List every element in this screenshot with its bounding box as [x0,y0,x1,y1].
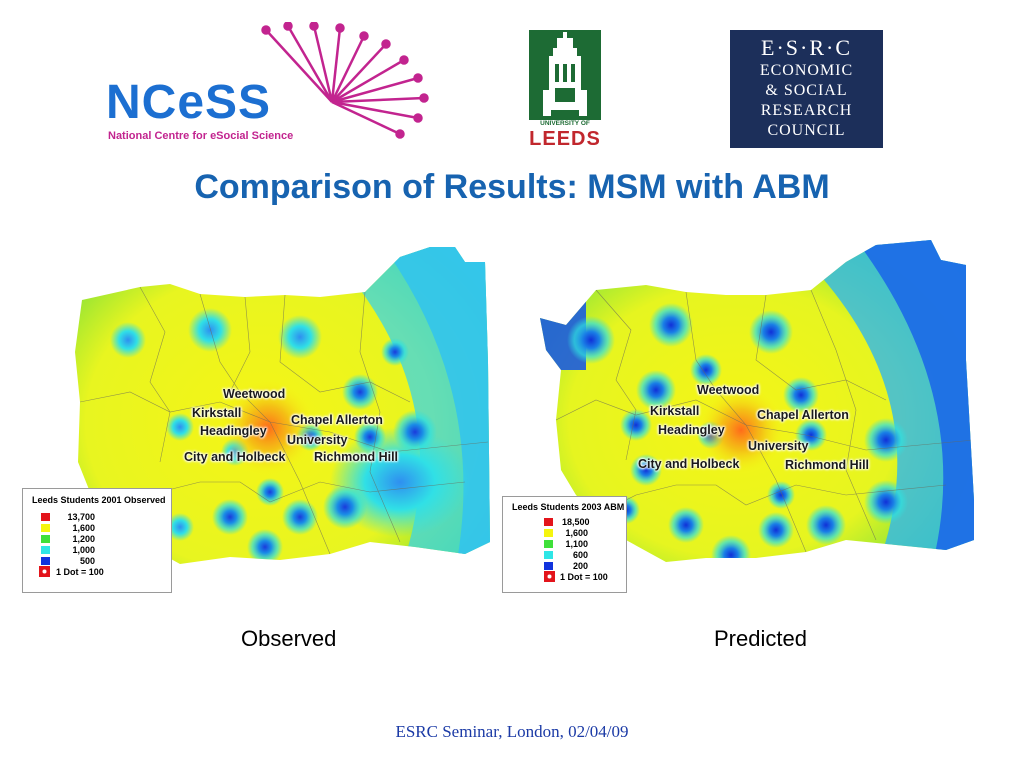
esrc-line2: ECONOMIC [759,62,854,79]
legend-value: 500 [79,555,95,566]
legend-row: 18,500 [544,516,626,527]
observed-map: Weetwood Kirkstall Chapel Allerton Headi… [70,242,490,602]
place-label-kirkstall: Kirkstall [650,404,700,418]
esrc-line4: RESEARCH [760,102,853,119]
ncess-subtitle: National Centre for eSocial Science [108,130,294,142]
legend-dot-label: 1 Dot = 100 [560,571,608,582]
esrc-line5: COUNCIL [767,122,846,139]
place-label-richmond-hill: Richmond Hill [785,458,870,472]
legend-value: 1,000 [72,544,95,555]
legend-swatch [41,512,50,521]
ncess-logo: NCeSS National Centre for eSocial Scienc… [100,21,430,150]
legend-dot-label: 1 Dot = 100 [56,566,104,577]
legend-row: 1,100 [544,538,626,549]
legend-value: 13,700 [67,511,95,522]
place-label-chapel-allerton: Chapel Allerton [757,408,849,422]
dot-symbol-icon [39,566,50,577]
legend-swatch [544,539,553,548]
legend-title: Leeds Students 2003 ABM [512,502,625,512]
legend-swatch [41,556,50,565]
legend-dot-row: 1 Dot = 100 [39,566,171,577]
observed-legend: Leeds Students 2001 Observed 13,700 1,60… [22,488,172,593]
place-label-university: University [748,439,809,453]
place-label-headingley: Headingley [658,423,725,437]
legend-value: 1,600 [565,527,588,538]
legend-swatch [544,550,553,559]
observed-surface-map [75,247,490,564]
ncess-wordmark: NCeSS [106,76,272,129]
legend-row: 1,600 [41,522,171,533]
legend-value: 1,600 [72,522,95,533]
place-label-city-holbeck: City and Holbeck [638,457,740,471]
legend-value: 200 [572,560,588,571]
legend-row: 200 [544,560,626,571]
esrc-logo: E·S·R·C ECONOMIC & SOCIAL RESEARCH COUNC… [730,30,883,148]
leeds-logo: UNIVERSITY OF LEEDS [529,30,601,151]
predicted-legend: Leeds Students 2003 ABM 18,500 1,600 1,1… [502,496,627,593]
legend-value: 18,500 [562,516,590,527]
legend-value: 1,200 [72,533,95,544]
caption-predicted: Predicted [714,626,807,651]
leeds-line1: UNIVERSITY OF [540,120,590,127]
slide-title: Comparison of Results: MSM with ABM [194,168,830,206]
leeds-tower-icon [529,32,601,151]
legend-value: 1,100 [565,538,588,549]
legend-row: 1,600 [544,527,626,538]
leeds-line2: LEEDS [529,128,601,150]
legend-title: Leeds Students 2001 Observed [32,495,166,505]
place-label-university: University [287,433,348,447]
place-label-weetwood: Weetwood [223,387,286,401]
legend-swatch [544,561,553,570]
slide-footer: ESRC Seminar, London, 02/04/09 [395,722,629,741]
legend-row: 500 [41,555,171,566]
legend-swatch [41,523,50,532]
legend-swatch [544,528,553,537]
legend-row: 13,700 [41,511,171,522]
place-label-chapel-allerton: Chapel Allerton [291,413,383,427]
esrc-line3: & SOCIAL [765,82,848,99]
legend-row: 1,200 [41,533,171,544]
legend-value: 600 [572,549,588,560]
legend-row: 1,000 [41,544,171,555]
legend-swatch [41,545,50,554]
legend-row: 600 [544,549,626,560]
place-label-weetwood: Weetwood [697,383,760,397]
place-label-kirkstall: Kirkstall [192,406,242,420]
place-label-city-holbeck: City and Holbeck [184,450,286,464]
legend-swatch [544,517,553,526]
place-label-headingley: Headingley [200,424,267,438]
legend-dot-row: 1 Dot = 100 [544,571,626,582]
place-label-richmond-hill: Richmond Hill [314,450,399,464]
esrc-line1: E·S·R·C [761,35,852,60]
ncess-starburst-icon [261,21,429,139]
caption-observed: Observed [241,626,337,651]
legend-swatch [41,534,50,543]
dot-symbol-icon [544,571,555,582]
